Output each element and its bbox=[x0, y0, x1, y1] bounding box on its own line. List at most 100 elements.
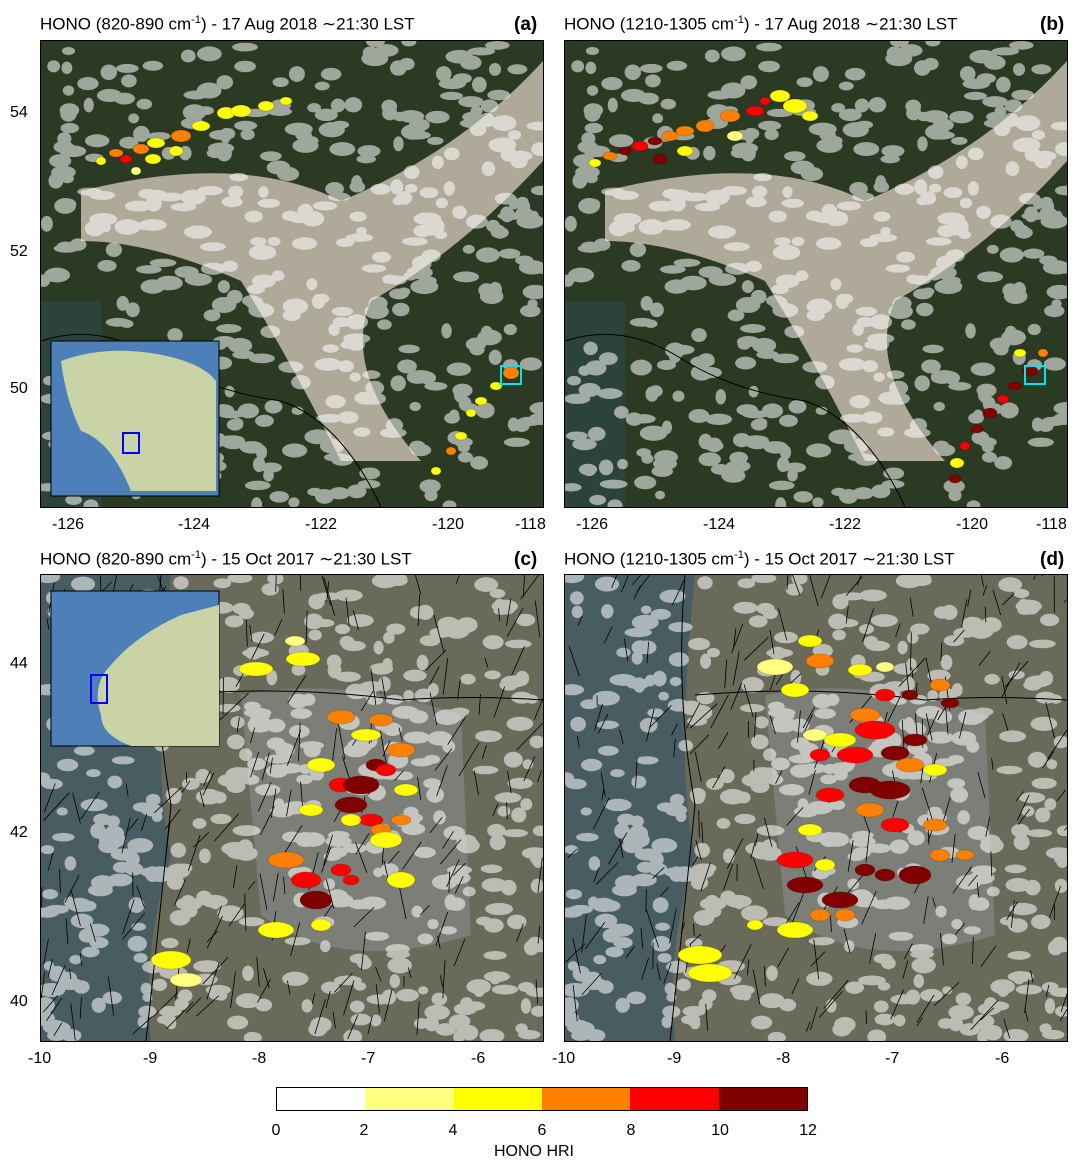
footprint bbox=[1043, 357, 1066, 371]
footprint bbox=[336, 238, 355, 247]
footprint bbox=[679, 275, 707, 291]
footprint bbox=[639, 717, 658, 733]
wind-arrow bbox=[754, 712, 757, 738]
footprint bbox=[704, 440, 724, 452]
wind-arrow bbox=[843, 928, 851, 954]
footprint bbox=[784, 462, 807, 473]
wind-arrow bbox=[522, 575, 526, 598]
wind-arrow bbox=[633, 585, 641, 600]
wind-arrow bbox=[669, 908, 677, 944]
footprint bbox=[795, 270, 809, 282]
hono-pixel bbox=[430, 466, 442, 476]
hono-pixel bbox=[815, 787, 845, 803]
hono-pixel bbox=[780, 682, 810, 698]
footprint bbox=[857, 975, 886, 986]
footprint bbox=[847, 878, 860, 890]
footprint bbox=[466, 214, 488, 229]
x-tick-d-8: -8 bbox=[776, 1050, 791, 1067]
footprint bbox=[530, 878, 543, 894]
footprint bbox=[896, 251, 916, 263]
footprint bbox=[248, 353, 275, 364]
hono-pixel bbox=[901, 689, 919, 701]
footprint bbox=[227, 1015, 249, 1030]
wind-arrow bbox=[121, 817, 131, 854]
footprint bbox=[957, 810, 970, 825]
wind-arrow bbox=[733, 944, 752, 980]
footprint bbox=[565, 844, 579, 855]
wind-arrow bbox=[911, 667, 914, 678]
footprint bbox=[976, 205, 991, 219]
footprint bbox=[697, 353, 715, 366]
footprint bbox=[110, 848, 138, 861]
footprint bbox=[155, 275, 183, 291]
footprint bbox=[252, 456, 266, 473]
fire-site-box bbox=[1024, 365, 1046, 385]
footprint bbox=[331, 306, 354, 317]
footprint bbox=[340, 340, 355, 349]
wind-arrow bbox=[245, 619, 248, 647]
footprint bbox=[167, 328, 183, 343]
wind-arrow bbox=[107, 976, 115, 1016]
hono-pixel bbox=[959, 441, 971, 451]
x-tick-c-10: -10 bbox=[28, 1050, 52, 1067]
footprint bbox=[916, 302, 934, 317]
footprint bbox=[973, 409, 984, 421]
footprint bbox=[344, 97, 363, 113]
footprint bbox=[750, 289, 767, 304]
panel-b-title: HONO (1210-1305 cm-1) - 17 Aug 2018 ∼21:… bbox=[564, 14, 958, 34]
wind-arrow bbox=[813, 939, 820, 980]
wind-arrow bbox=[523, 755, 536, 782]
footprint bbox=[1027, 437, 1054, 447]
footprint bbox=[435, 1023, 456, 1036]
wind-arrow bbox=[620, 575, 630, 593]
footprint bbox=[601, 604, 614, 619]
wind-arrow bbox=[206, 915, 223, 949]
footprint bbox=[301, 999, 313, 1013]
footprint bbox=[708, 225, 736, 239]
wind-arrow bbox=[187, 834, 201, 871]
footprint bbox=[666, 60, 688, 71]
wind-arrow bbox=[511, 645, 526, 676]
footprint bbox=[935, 255, 956, 272]
footprint bbox=[151, 978, 168, 992]
wind-arrow bbox=[952, 866, 973, 894]
footprint bbox=[531, 1005, 543, 1017]
wind-arrow bbox=[360, 690, 374, 712]
hono-pixel bbox=[676, 145, 694, 157]
footprint bbox=[530, 854, 543, 865]
footprint bbox=[1042, 1029, 1065, 1040]
footprint bbox=[739, 703, 765, 713]
footprint bbox=[302, 693, 316, 706]
footprint bbox=[721, 468, 746, 483]
footprint bbox=[852, 487, 874, 500]
footprint bbox=[418, 986, 429, 995]
footprint bbox=[740, 145, 756, 162]
footprint bbox=[659, 265, 686, 274]
footprint bbox=[565, 215, 577, 232]
wind-arrow bbox=[165, 821, 171, 859]
footprint bbox=[830, 762, 854, 773]
hono-pixel bbox=[393, 783, 419, 797]
wind-arrow bbox=[862, 608, 875, 643]
footprint bbox=[102, 991, 123, 1005]
hono-pixel bbox=[745, 105, 765, 117]
wind-arrow bbox=[507, 770, 512, 794]
wind-arrow bbox=[173, 879, 186, 906]
wind-arrow bbox=[577, 616, 583, 626]
footprint bbox=[267, 575, 284, 585]
footprint bbox=[1026, 829, 1053, 838]
footprint bbox=[444, 871, 471, 885]
footprint bbox=[240, 128, 255, 141]
wind-arrow bbox=[192, 832, 210, 848]
colorbar-segment bbox=[453, 1088, 542, 1110]
footprint bbox=[1056, 825, 1067, 837]
hono-pixel bbox=[756, 658, 794, 676]
footprint bbox=[424, 489, 438, 502]
wind-arrow bbox=[769, 715, 776, 734]
footprint bbox=[951, 136, 968, 145]
wind-arrow bbox=[284, 824, 303, 854]
footprint bbox=[528, 413, 543, 425]
footprint bbox=[838, 81, 854, 91]
footprint bbox=[466, 979, 491, 995]
footprint bbox=[772, 353, 799, 364]
